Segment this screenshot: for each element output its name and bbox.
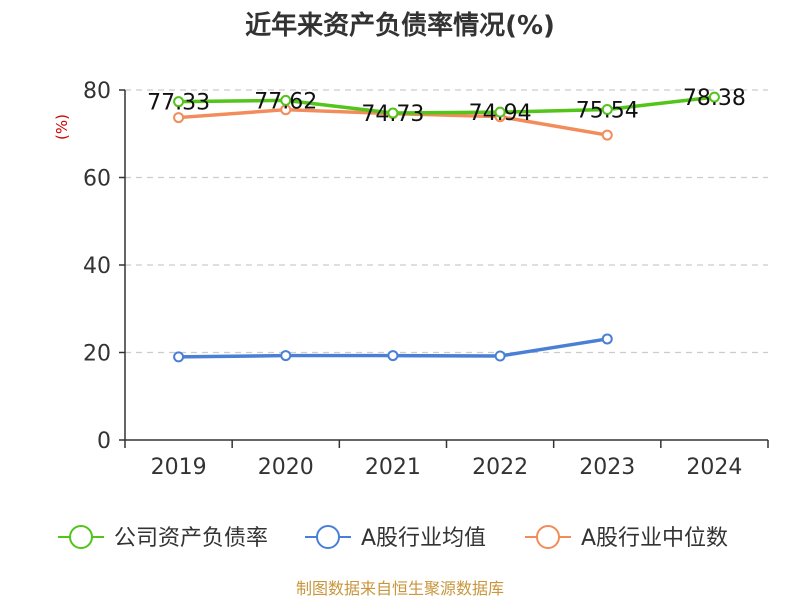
data-point	[601, 129, 613, 141]
legend-marker	[69, 525, 93, 549]
data-point	[387, 350, 399, 362]
series-line	[176, 95, 717, 115]
x-tick-label: 2021	[365, 455, 421, 480]
legend-marker	[316, 525, 340, 549]
x-tick-label: 2020	[258, 455, 314, 480]
axes: 0 20 40 60 80 2019 2020 2021 2022 2023 2024	[83, 79, 769, 480]
data-label: 77.33	[147, 91, 210, 116]
data-point	[387, 107, 399, 119]
y-tick-label: 20	[83, 342, 111, 367]
data-label: 74.73	[361, 102, 424, 127]
data-point	[173, 112, 185, 124]
x-tick-label: 2024	[686, 455, 742, 480]
data-label: 78.38	[683, 86, 746, 111]
x-tick-label: 2022	[472, 455, 528, 480]
data-label: 75.54	[576, 99, 639, 124]
legend-marker	[536, 525, 560, 549]
data-label: 77.62	[254, 89, 317, 114]
data-labels: 77.33 77.62 74.73 74.94 75.54 78.38	[147, 86, 746, 127]
y-tick-label: 60	[83, 167, 111, 192]
y-tick-label: 0	[97, 429, 111, 454]
x-tick-label: 2019	[151, 455, 207, 480]
data-point	[173, 351, 185, 363]
data-label: 74.94	[469, 101, 532, 126]
y-tick-label: 40	[83, 254, 111, 279]
data-source-note: 制图数据来自恒生聚源数据库	[296, 579, 504, 598]
chart-title: 近年来资产负债率情况(%)	[245, 10, 555, 41]
legend-label: A股行业均值	[361, 526, 486, 551]
legend-item[interactable]: A股行业均值	[305, 525, 486, 551]
data-point	[280, 350, 292, 362]
data-point	[494, 350, 506, 362]
data-point	[173, 96, 185, 108]
data-point	[601, 104, 613, 116]
data-point	[601, 333, 613, 345]
y-axis-unit-label: (%)	[53, 114, 71, 140]
data-point	[494, 106, 506, 118]
y-tick-label: 80	[83, 79, 111, 104]
legend-label: A股行业中位数	[581, 526, 728, 551]
x-tick-label: 2023	[579, 455, 635, 480]
legend-item[interactable]: 公司资产负债率	[58, 525, 268, 551]
grid-lines	[125, 89, 768, 354]
legend-item[interactable]: A股行业中位数	[525, 525, 728, 551]
legend-label: 公司资产负债率	[114, 526, 268, 551]
legend: 公司资产负债率 A股行业均值 A股行业中位数	[58, 525, 728, 551]
data-point	[708, 91, 720, 103]
data-point	[280, 94, 292, 106]
series-lines	[173, 91, 720, 363]
